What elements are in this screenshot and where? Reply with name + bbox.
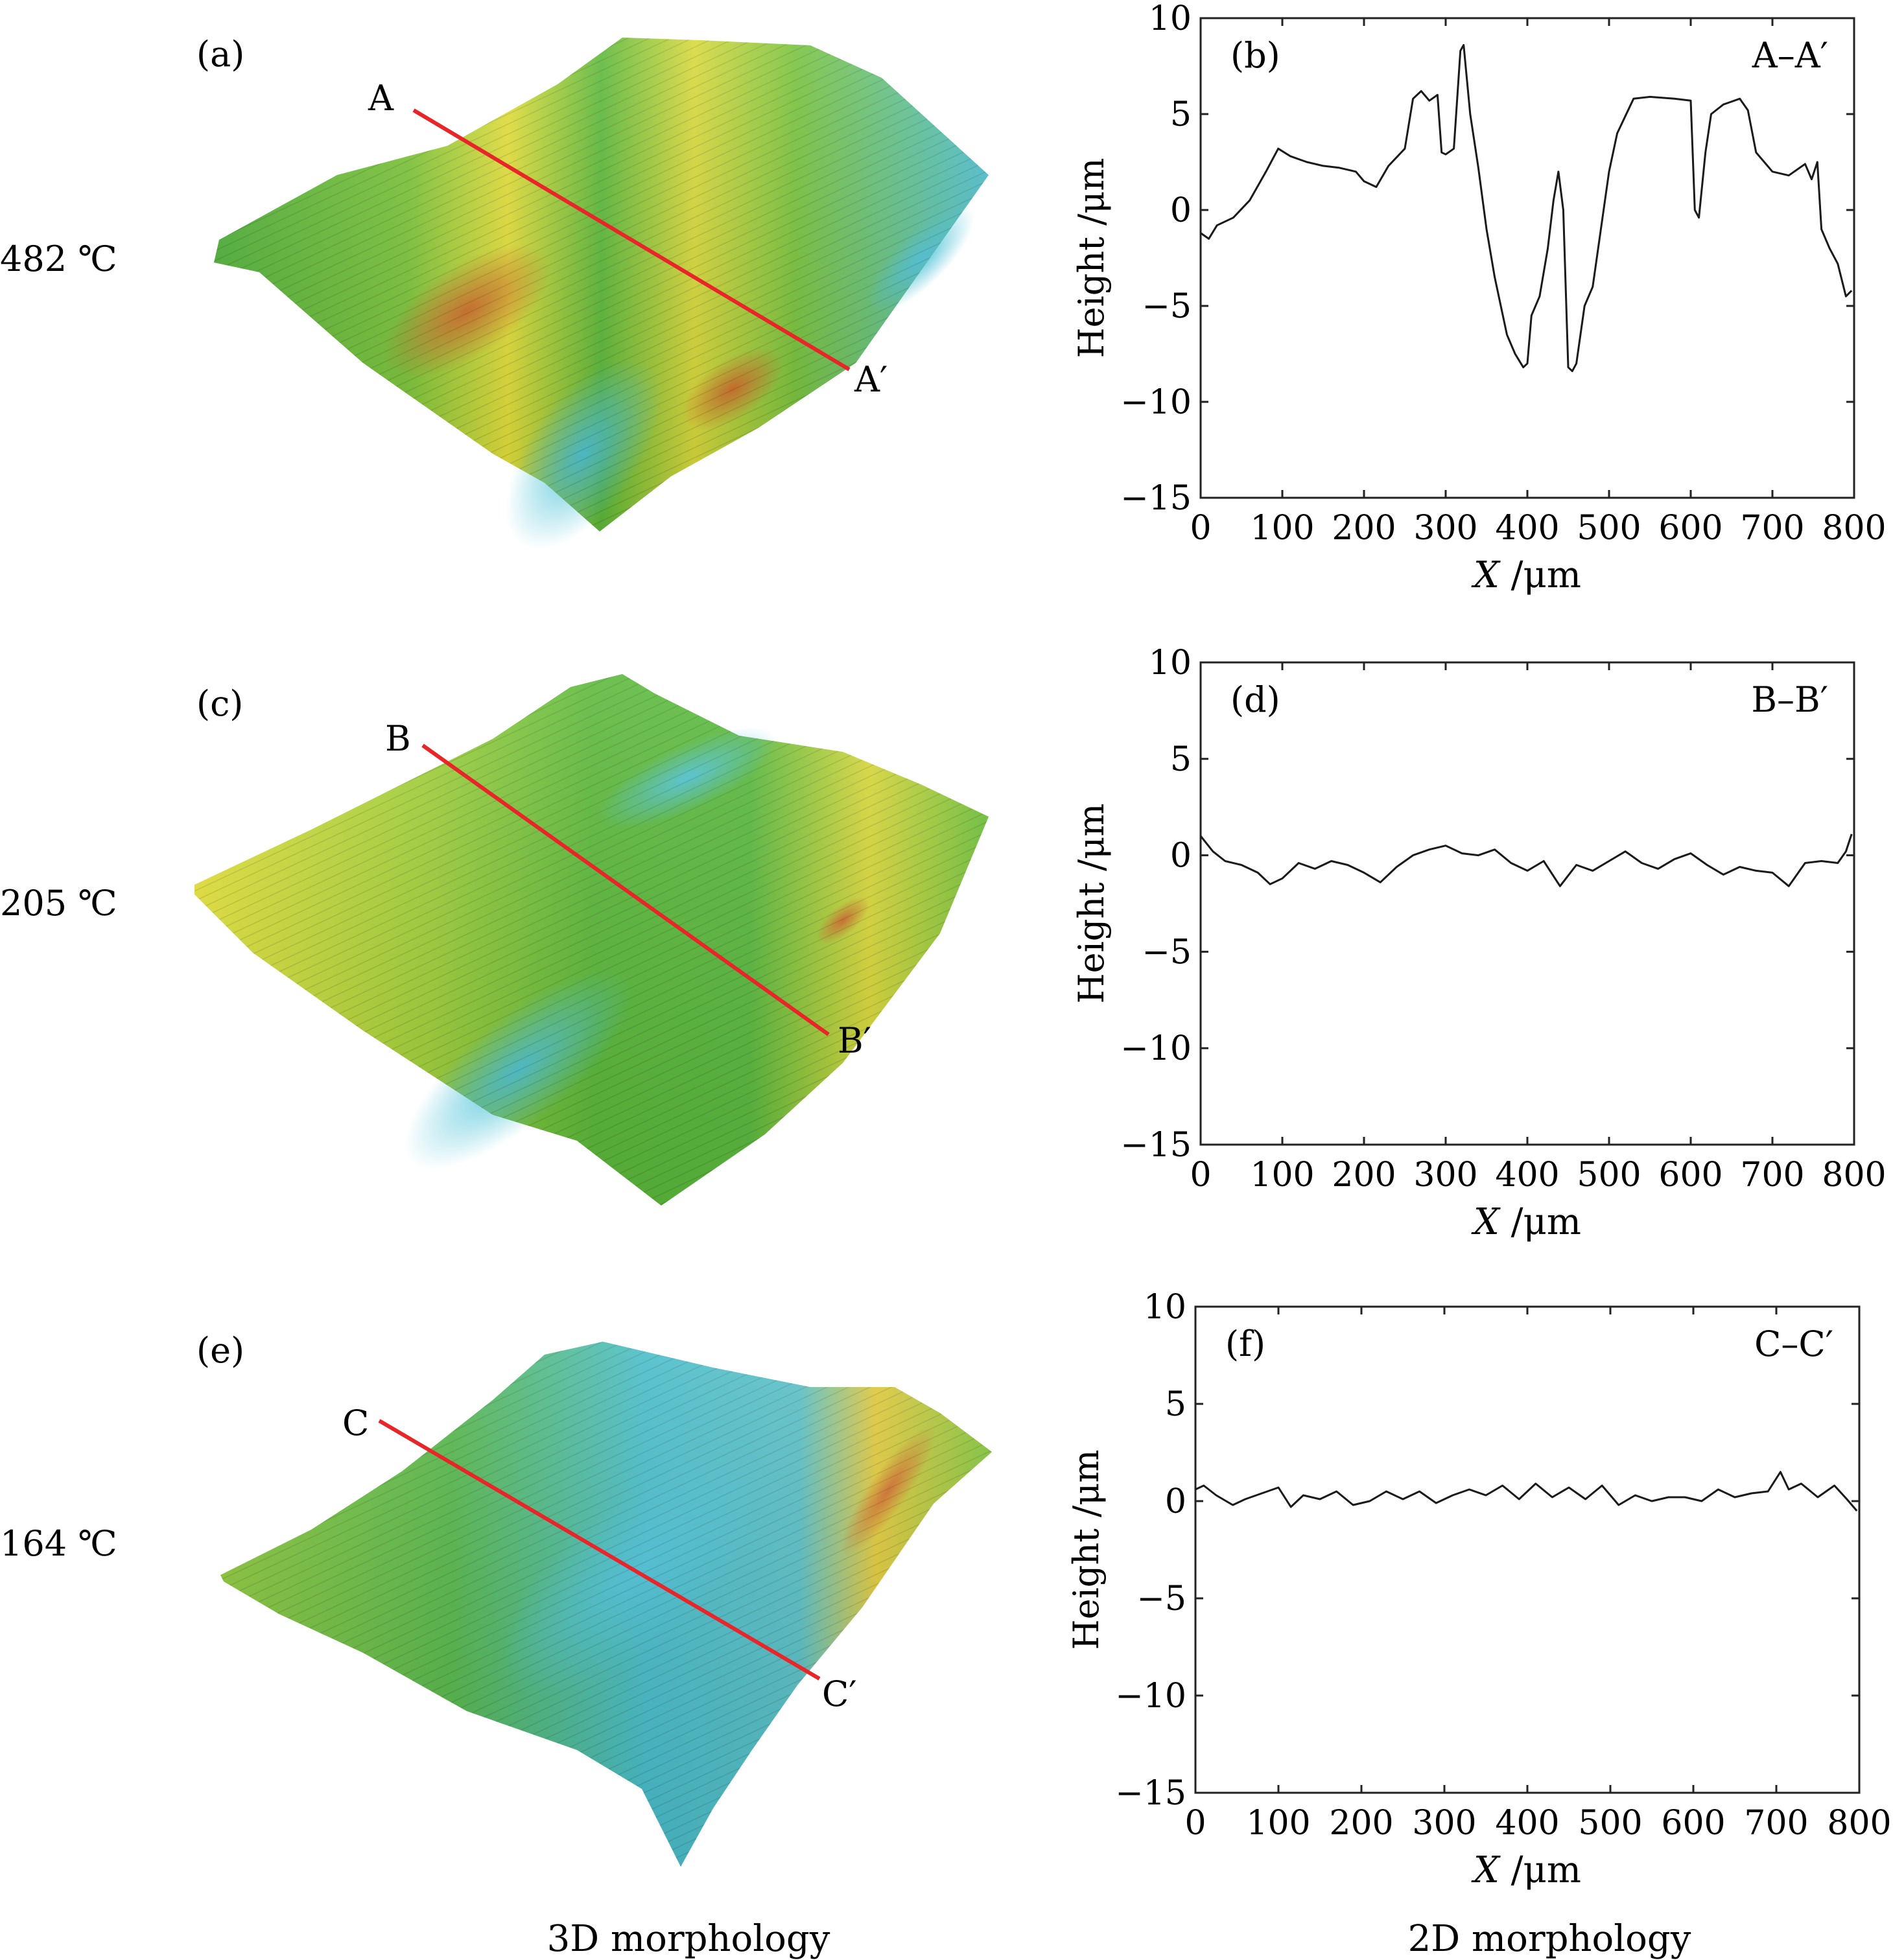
section-line-c xyxy=(378,1419,821,1681)
x-tick-label: 400 xyxy=(1495,509,1559,548)
y-tick-label: −5 xyxy=(1142,933,1192,972)
y-axis-label: Height /μm xyxy=(1066,1449,1107,1650)
x-axis-label-var: X xyxy=(1471,1849,1501,1891)
x-axis-label-unit: /μm xyxy=(1499,1849,1581,1891)
y-tick-label: 0 xyxy=(1165,1482,1186,1521)
y-tick-label: 5 xyxy=(1170,95,1192,134)
row-3: 164 ℃ (e) C C′ 0 100 200 300 400 500 600 700 800… xyxy=(0,1288,1892,1891)
section-start-c: C xyxy=(342,1403,369,1443)
section-start-a: A xyxy=(368,78,394,119)
x-tick-label: 200 xyxy=(1332,1156,1396,1195)
y-tick-label: 5 xyxy=(1170,740,1192,779)
x-tick-label: 100 xyxy=(1246,1804,1310,1843)
x-tick-label: 700 xyxy=(1740,1156,1804,1195)
x-axis-label-unit: /μm xyxy=(1499,554,1581,596)
profile-chart-d: 0 100 200 300 400 500 600 700 800 10 5 0 −5 −10 −15 Hei… xyxy=(1071,644,1887,1243)
panel-tag: (b) xyxy=(1230,35,1280,76)
section-end-b: B′ xyxy=(838,1020,871,1061)
surface-3d-e xyxy=(220,1342,992,1867)
x-tick-label: 400 xyxy=(1495,1156,1559,1195)
y-tick-label: −10 xyxy=(1120,383,1192,422)
x-tick-label: 100 xyxy=(1250,1156,1314,1195)
caption-2d-morphology: 2D morphology xyxy=(1408,1918,1691,1960)
panel-tag-a: (a) xyxy=(196,34,244,75)
x-tick-label: 600 xyxy=(1658,1156,1723,1195)
y-tick-label: −5 xyxy=(1136,1580,1186,1618)
x-tick-label: 100 xyxy=(1250,509,1314,548)
panel-tag: (d) xyxy=(1230,679,1280,720)
y-tick-label: 0 xyxy=(1170,191,1192,230)
x-tick-label: 600 xyxy=(1658,509,1723,548)
x-axis-label: X /μm xyxy=(1471,1201,1581,1243)
section-start-b: B xyxy=(385,718,411,759)
plot-frame xyxy=(1194,1305,1861,1794)
section-line-b xyxy=(421,743,830,1036)
x-tick-label: 500 xyxy=(1578,1804,1642,1843)
y-axis-label: Height /μm xyxy=(1071,158,1112,358)
x-tick-label: 600 xyxy=(1661,1804,1725,1843)
x-tick-label: 700 xyxy=(1744,1804,1808,1843)
x-axis-label-var: X xyxy=(1471,1201,1501,1243)
y-tick-label: −15 xyxy=(1120,1126,1192,1165)
x-tick-label: 0 xyxy=(1190,1156,1211,1195)
temp-label-164: 164 ℃ xyxy=(0,1523,117,1564)
section-label: A–A′ xyxy=(1752,35,1828,76)
y-tick-label: 10 xyxy=(1149,0,1192,38)
y-tick-label: −5 xyxy=(1142,287,1192,326)
row-2: 205 ℃ (c) B B′ 0 100 200 300 400 500 600 700 800… xyxy=(0,644,1887,1243)
x-tick-label: 300 xyxy=(1413,509,1477,548)
height-profile-line xyxy=(1199,834,1853,887)
plot-frame xyxy=(1199,17,1855,499)
y-tick-label: 10 xyxy=(1144,1288,1186,1327)
x-tick-label: 800 xyxy=(1822,1156,1886,1195)
surface-a-shade xyxy=(214,38,989,531)
x-axis-label: X /μm xyxy=(1471,1849,1581,1891)
section-end-a: A′ xyxy=(854,359,888,400)
x-tick-label: 200 xyxy=(1332,509,1396,548)
y-tick-label: −15 xyxy=(1120,479,1192,518)
row-1: 482 ℃ (a) A A′ 0 100 200 300 400 500 600 700 800… xyxy=(0,0,1887,596)
y-tick-label: −15 xyxy=(1115,1774,1186,1813)
height-profile-line xyxy=(1195,1471,1858,1511)
x-tick-label: 0 xyxy=(1190,509,1211,548)
section-label: B–B′ xyxy=(1751,679,1828,720)
section-label: C–C′ xyxy=(1754,1324,1833,1364)
surface-3d-c xyxy=(194,674,989,1206)
section-line-a xyxy=(412,108,851,371)
x-tick-label: 500 xyxy=(1577,509,1641,548)
x-tick-label: 700 xyxy=(1740,509,1804,548)
panel-tag-e: (e) xyxy=(196,1330,244,1371)
panel-tag-c: (c) xyxy=(196,683,243,724)
surface-e-shade xyxy=(220,1342,992,1867)
x-tick-label: 300 xyxy=(1412,1804,1476,1843)
x-axis-label-var: X xyxy=(1471,554,1501,596)
panel-tag: (f) xyxy=(1225,1324,1265,1364)
surface-3d-a xyxy=(214,38,989,550)
x-tick-label: 300 xyxy=(1413,1156,1477,1195)
y-tick-label: 5 xyxy=(1165,1385,1186,1424)
plot-frame xyxy=(1199,661,1855,1146)
temp-label-205: 205 ℃ xyxy=(0,883,117,924)
x-tick-label: 200 xyxy=(1329,1804,1393,1843)
x-tick-label: 500 xyxy=(1577,1156,1641,1195)
y-axis-label: Height /μm xyxy=(1071,803,1112,1003)
height-profile-line xyxy=(1200,43,1853,373)
temp-label-482: 482 ℃ xyxy=(0,239,117,279)
x-axis-label-unit: /μm xyxy=(1499,1201,1581,1243)
section-end-c: C′ xyxy=(822,1674,857,1714)
y-tick-label: 10 xyxy=(1149,644,1192,682)
profile-chart-b: 0 100 200 300 400 500 600 700 800 10 5 0 −5 −10 −15 Hei… xyxy=(1071,0,1887,596)
profile-chart-f: 0 100 200 300 400 500 600 700 800 10 5 0 −5 −10 −15 Hei… xyxy=(1066,1288,1892,1891)
x-tick-label: 800 xyxy=(1827,1804,1891,1843)
caption-3d-morphology: 3D morphology xyxy=(547,1918,830,1960)
surface-c-shade xyxy=(194,674,989,1206)
y-tick-label: −10 xyxy=(1115,1677,1186,1716)
y-tick-label: −10 xyxy=(1120,1029,1192,1068)
x-axis-label: X /μm xyxy=(1471,554,1581,596)
x-tick-label: 800 xyxy=(1822,509,1886,548)
x-tick-label: 400 xyxy=(1495,1804,1559,1843)
y-tick-label: 0 xyxy=(1170,837,1192,876)
x-tick-label: 0 xyxy=(1184,1804,1206,1843)
